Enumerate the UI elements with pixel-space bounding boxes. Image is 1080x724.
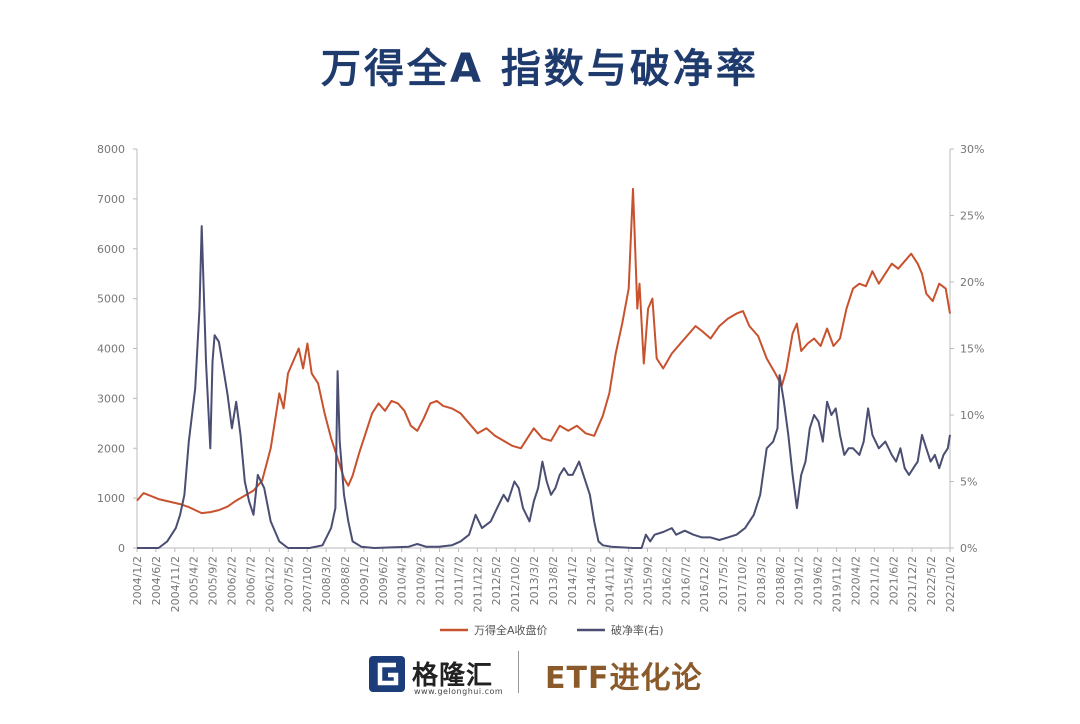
x-tick-label: 2019/11/2	[831, 556, 844, 612]
right-tick-label: 25%	[960, 210, 984, 223]
left-tick-label: 6000	[97, 243, 125, 256]
right-tick-label: 10%	[960, 409, 984, 422]
x-tick-label: 2012/5/2	[490, 556, 503, 605]
left-tick-label: 4000	[97, 343, 125, 356]
x-tick-label: 2015/4/2	[623, 556, 636, 605]
right-tick-label: 15%	[960, 343, 984, 356]
x-tick-label: 2018/3/2	[755, 556, 768, 605]
x-tick-label: 2019/6/2	[812, 556, 825, 605]
x-tick-label: 2005/9/2	[207, 556, 220, 605]
g-letter-icon	[369, 656, 405, 692]
footer-divider	[518, 651, 519, 693]
x-tick-label: 2009/1/2	[358, 556, 371, 605]
footer: 格隆汇 www.gelonghui.com ETF进化论	[0, 645, 1080, 705]
x-tick-label: 2015/9/2	[641, 556, 654, 605]
x-tick-label: 2006/12/2	[263, 556, 276, 612]
x-tick-label: 2016/2/2	[660, 556, 673, 605]
series-layer	[136, 187, 951, 549]
series-line-index	[136, 187, 951, 515]
series-line-ratio	[137, 225, 951, 549]
x-tick-label: 2008/3/2	[320, 556, 333, 605]
left-tick-label: 8000	[97, 143, 125, 156]
x-tick-label: 2014/6/2	[585, 556, 598, 605]
x-tick-label: 2022/10/2	[944, 556, 957, 612]
right-tick-label: 0%	[960, 542, 977, 555]
legend-label: 万得全A收盘价	[474, 623, 548, 637]
x-axis-ticks: 2004/1/2 2004/6/2 2004/11/2 2005/4/2 2005/9/…	[131, 548, 957, 612]
footer-brand: ETF进化论	[545, 661, 703, 696]
x-tick-label: 2011/2/2	[434, 556, 447, 605]
x-tick-label: 2011/7/2	[452, 556, 465, 605]
logo: 格隆汇 www.gelonghui.com	[368, 649, 518, 699]
x-tick-label: 2017/5/2	[717, 556, 730, 605]
right-axis-ticks: 0% 5% 10% 15% 20% 25% 30%	[950, 143, 984, 555]
x-tick-label: 2005/4/2	[188, 556, 201, 605]
logo-name: 格隆汇	[412, 661, 494, 691]
x-tick-label: 2006/2/2	[226, 556, 239, 605]
x-tick-label: 2017/10/2	[736, 556, 749, 612]
right-tick-label: 30%	[960, 143, 984, 156]
x-tick-label: 2014/1/2	[566, 556, 579, 605]
left-axis-ticks: 0 1000 2000 3000 4000 5000 6000 7000 8000	[97, 143, 137, 555]
x-tick-label: 2013/3/2	[528, 556, 541, 605]
left-tick-label: 1000	[97, 492, 125, 505]
x-tick-label: 2016/12/2	[698, 556, 711, 612]
x-tick-label: 2009/6/2	[377, 556, 390, 605]
logo-url: www.gelonghui.com	[414, 687, 504, 696]
x-tick-label: 2014/11/2	[604, 556, 617, 612]
left-tick-label: 3000	[97, 392, 125, 405]
x-tick-label: 2004/11/2	[169, 556, 182, 612]
page-title: 万得全A 指数与破净率	[321, 46, 759, 92]
x-tick-label: 2010/4/2	[396, 556, 409, 605]
legend-label: 破净率(右)	[611, 623, 664, 637]
x-tick-label: 2013/8/2	[547, 556, 560, 605]
x-tick-label: 2021/12/2	[906, 556, 919, 612]
left-tick-label: 5000	[97, 293, 125, 306]
x-tick-label: 2007/10/2	[301, 556, 314, 612]
left-tick-label: 2000	[97, 442, 125, 455]
x-tick-label: 2007/5/2	[282, 556, 295, 605]
x-tick-label: 2011/12/2	[471, 556, 484, 612]
x-tick-label: 2021/1/2	[868, 556, 881, 605]
x-tick-label: 2021/6/2	[887, 556, 900, 605]
x-tick-label: 2008/8/2	[339, 556, 352, 605]
x-tick-label: 2006/7/2	[244, 556, 257, 605]
x-tick-label: 2016/7/2	[679, 556, 692, 605]
chart-axes	[136, 149, 951, 549]
x-tick-label: 2022/5/2	[925, 556, 938, 605]
x-tick-label: 2010/9/2	[415, 556, 428, 605]
right-tick-label: 20%	[960, 276, 984, 289]
left-tick-label: 7000	[97, 193, 125, 206]
chart-legend: 万得全A收盘价 破净率(右)	[440, 623, 664, 637]
chart: 0 1000 2000 3000 4000 5000 6000 7000 8000 0% 5% 10…	[97, 143, 984, 637]
x-tick-label: 2018/8/2	[774, 556, 787, 605]
left-tick-label: 0	[118, 542, 125, 555]
x-tick-label: 2012/10/2	[509, 556, 522, 612]
x-tick-label: 2020/4/2	[849, 556, 862, 605]
right-tick-label: 5%	[960, 476, 977, 489]
x-tick-label: 2004/6/2	[150, 556, 163, 605]
x-tick-label: 2019/1/2	[793, 556, 806, 605]
x-tick-label: 2004/1/2	[131, 556, 144, 605]
